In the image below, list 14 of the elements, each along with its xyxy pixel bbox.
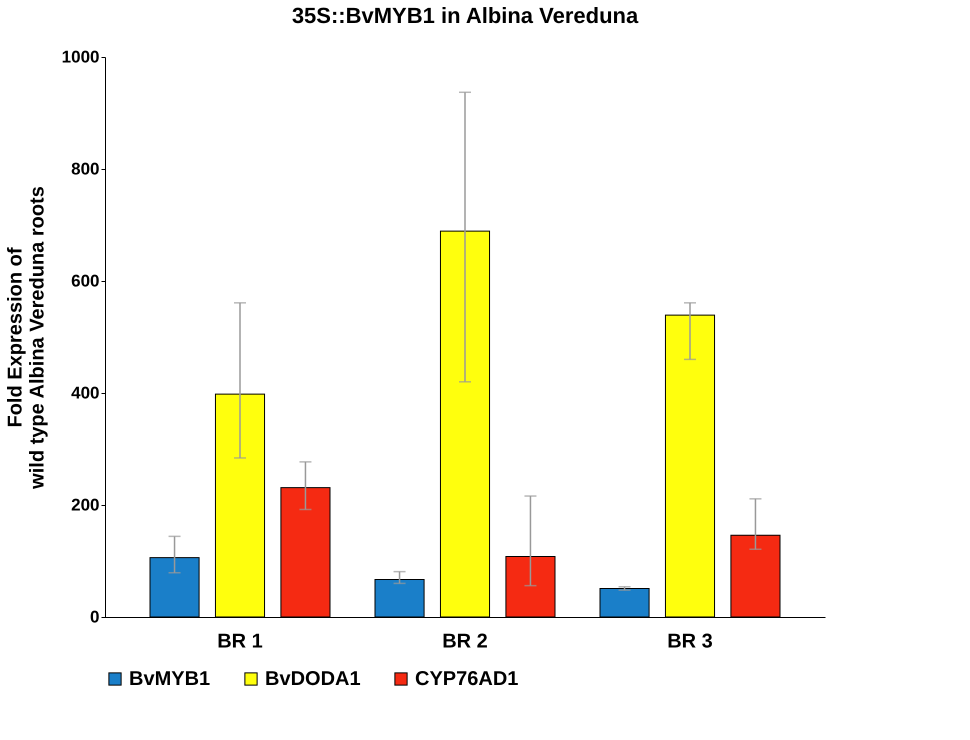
x-tick-label: BR 3: [667, 630, 713, 652]
x-tick-label: BR 1: [217, 630, 263, 652]
y-tick-label: 800: [71, 160, 100, 178]
y-tick-label: 1000: [62, 48, 100, 66]
y-tick-label: 200: [71, 496, 100, 514]
x-tick-label: BR 2: [442, 630, 488, 652]
y-tick-label: 0: [90, 608, 100, 626]
chart-title: 35S::BvMYB1 in Albina Vereduna: [292, 3, 639, 28]
legend-label: CYP76AD1: [415, 668, 518, 690]
y-tick-label: 400: [71, 384, 100, 402]
y-tick-label: 600: [71, 272, 100, 290]
legend-label: BvDODA1: [265, 668, 361, 690]
y-axis-title: Fold Expression of wild type Albina Vereduna roots: [4, 186, 49, 490]
legend-label: BvMYB1: [129, 668, 210, 690]
